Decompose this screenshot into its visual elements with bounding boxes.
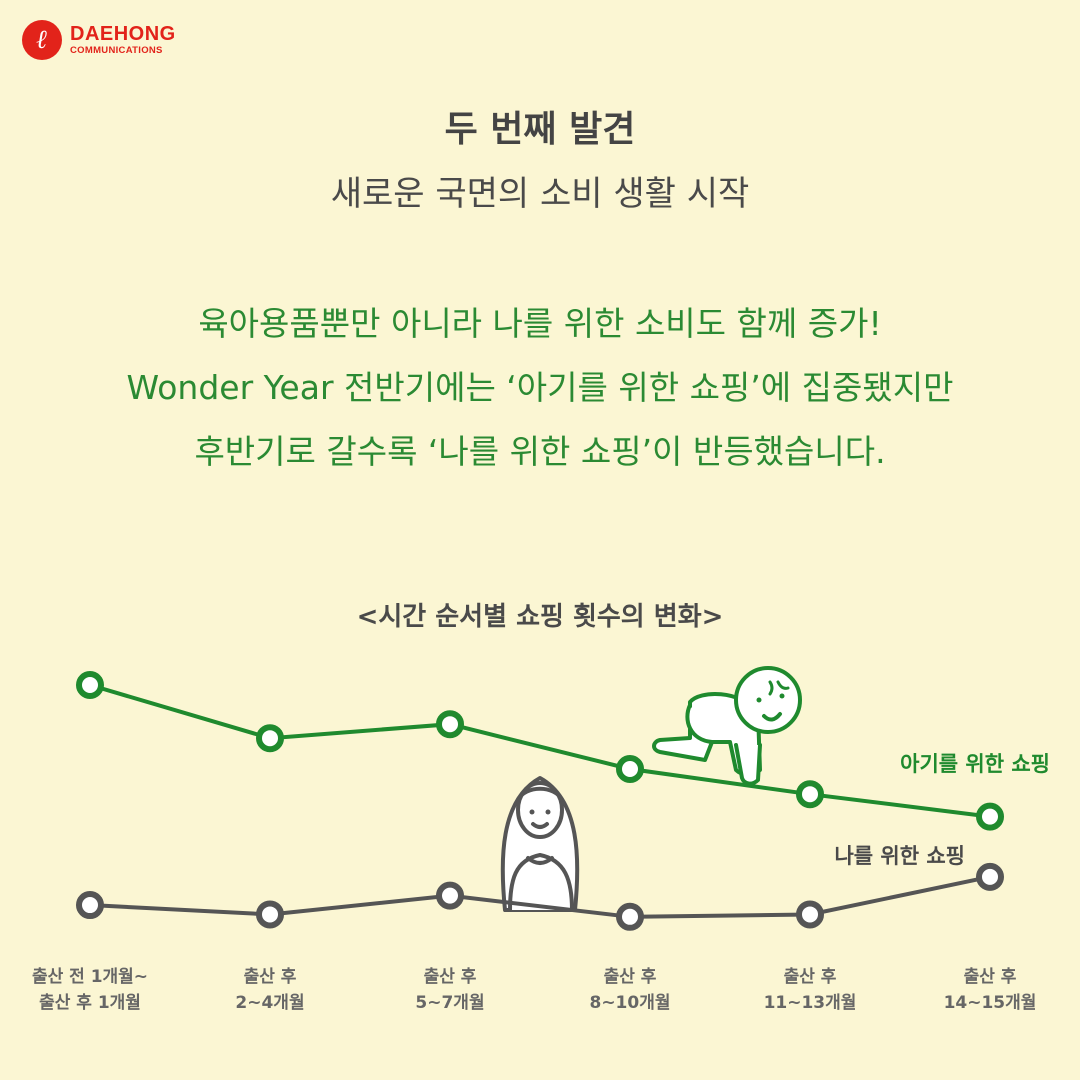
body-line-1: 육아용품뿐만 아니라 나를 위한 소비도 함께 증가! [198, 304, 882, 343]
x-tick-label: 출산 후 8~10개월 [589, 966, 670, 1013]
data-point-s2-5 [796, 900, 824, 929]
logo-sub: COMMUNICATIONS [70, 45, 163, 57]
crawling-baby-icon [652, 666, 802, 786]
data-point-s2-3 [436, 881, 464, 910]
data-point-s1-3 [436, 710, 464, 739]
logo-wordmark: DAEHONG COMMUNICATIONS [70, 24, 176, 56]
x-tick-label: 출산 후 14~15개월 [944, 966, 1037, 1013]
data-point-s2-6 [976, 862, 1004, 891]
x-tick-label: 출산 후 2~4개월 [235, 966, 304, 1013]
chart-title: <시간 순서별 쇼핑 횟수의 변화> [356, 602, 724, 632]
x-tick-label: 출산 후 5~7개월 [415, 966, 484, 1013]
series-line-1 [89, 683, 991, 819]
body-line-2: Wonder Year 전반기에는 ‘아기를 위한 쇼핑’에 집중됐지만 [126, 368, 954, 407]
data-point-s1-5 [796, 780, 824, 809]
body-copy: 육아용품뿐만 아니라 나를 위한 소비도 함께 증가! Wonder Year … [0, 292, 1080, 484]
data-point-s1-1 [76, 671, 104, 699]
legend-self-shopping: 나를 위한 쇼핑 [834, 844, 965, 868]
x-tick-label: 출산 후 11~13개월 [764, 966, 857, 1013]
data-point-s2-4 [616, 902, 644, 931]
series-line-2 [89, 874, 991, 919]
data-point-s1-2 [256, 724, 284, 753]
page-subtitle: 새로운 국면의 소비 생활 시작 [330, 174, 750, 214]
x-tick-label: 출산 전 1개월~ 출산 후 1개월 [32, 967, 148, 1013]
body-line-3: 후반기로 갈수록 ‘나를 위한 쇼핑’이 반등했습니다. [194, 432, 886, 471]
data-point-s2-2 [256, 900, 284, 929]
logo-name: DAEHONG [70, 23, 176, 46]
legend-baby-shopping: 아기를 위한 쇼핑 [900, 752, 1050, 776]
logo-mark-icon: ℓ [22, 20, 62, 60]
woman-icon [500, 776, 580, 912]
data-point-s1-4 [616, 755, 644, 783]
brand-logo: ℓ DAEHONG COMMUNICATIONS [22, 20, 176, 60]
data-point-s1-6 [976, 802, 1004, 831]
series-layer [76, 671, 1004, 931]
page-title: 두 번째 발견 [444, 109, 636, 150]
data-point-s2-1 [76, 891, 104, 920]
